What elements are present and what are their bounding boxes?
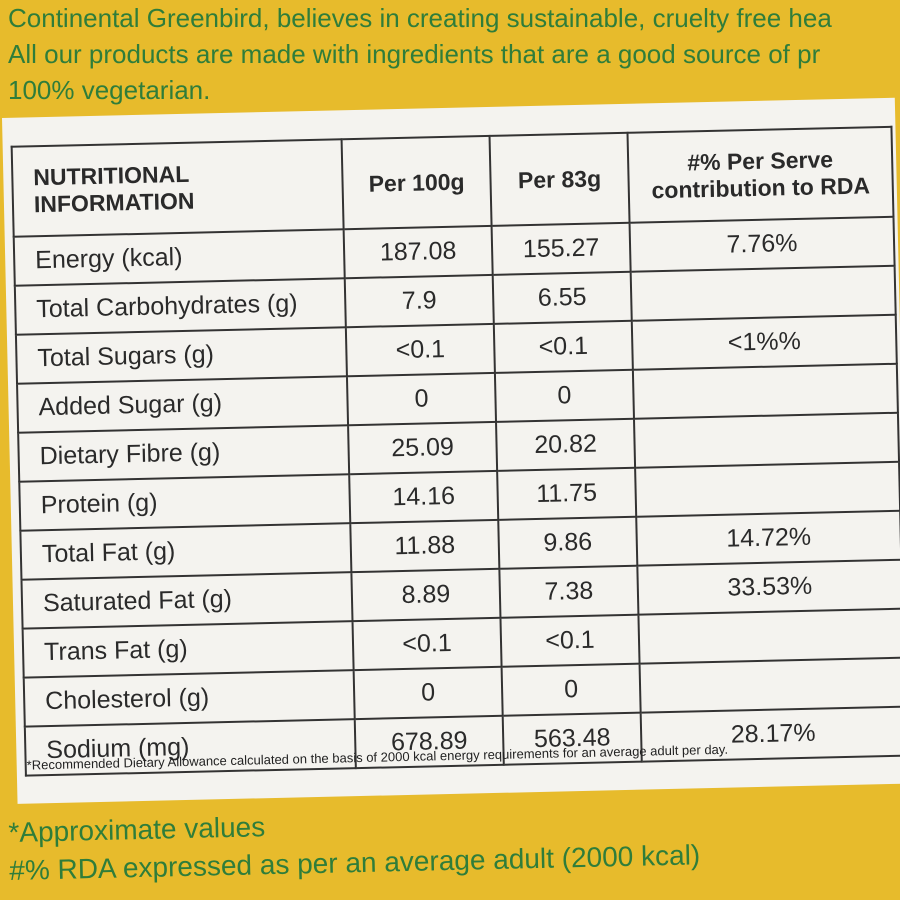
rda-value xyxy=(639,657,900,713)
per-83g-value: <0.1 xyxy=(493,320,633,373)
per-100g-value: 7.9 xyxy=(344,274,494,328)
per-100g-value: 8.89 xyxy=(351,568,501,622)
per-100g-value: 0 xyxy=(346,372,497,426)
nutrient-name: Protein (g) xyxy=(19,474,351,531)
header-rda-contribution: #% Per Serve contribution to RDA xyxy=(627,126,894,223)
intro-line-1: Continental Greenbird, believes in creat… xyxy=(8,3,832,33)
rda-value xyxy=(633,412,900,468)
nutrient-name: Added Sugar (g) xyxy=(17,376,349,433)
per-100g-value: 0 xyxy=(353,666,503,720)
header-per-100g: Per 100g xyxy=(341,135,492,230)
bottom-notes: *Approximate values #% RDA expressed as … xyxy=(8,798,701,890)
per-100g-value: 187.08 xyxy=(343,225,493,279)
rda-value xyxy=(632,363,898,419)
per-83g-value: 11.75 xyxy=(497,467,637,520)
nutrient-name: Cholesterol (g) xyxy=(23,670,355,727)
nutrient-name: Trans Fat (g) xyxy=(22,621,354,678)
nutrient-name: Dietary Fibre (g) xyxy=(18,425,350,482)
rda-value: 33.53% xyxy=(637,559,900,615)
rda-value: <1%% xyxy=(631,314,897,370)
per-100g-value: 25.09 xyxy=(348,421,498,475)
nutrition-table: NUTRITIONAL INFORMATION Per 100g Per 83g… xyxy=(11,126,900,777)
per-83g-value: 9.86 xyxy=(498,516,638,569)
per-83g-value: <0.1 xyxy=(500,614,640,667)
rda-value: 7.76% xyxy=(629,216,895,272)
rda-value: 14.72% xyxy=(636,510,900,566)
nutrient-name: Total Carbohydrates (g) xyxy=(14,278,346,335)
per-83g-value: 6.55 xyxy=(492,271,632,324)
rda-value xyxy=(630,265,896,321)
per-83g-value: 0 xyxy=(494,369,634,422)
per-83g-value: 0 xyxy=(501,663,641,716)
per-100g-value: 11.88 xyxy=(350,519,500,573)
per-83g-value: 20.82 xyxy=(496,418,636,471)
nutrient-name: Saturated Fat (g) xyxy=(21,572,353,629)
per-100g-value: <0.1 xyxy=(345,323,495,377)
nutrient-name: Total Fat (g) xyxy=(20,523,352,580)
header-nutritional-information: NUTRITIONAL INFORMATION xyxy=(11,139,344,237)
intro-line-2: All our products are made with ingredien… xyxy=(8,39,821,69)
per-83g-value: 7.38 xyxy=(499,565,639,618)
nutrition-panel: NUTRITIONAL INFORMATION Per 100g Per 83g… xyxy=(2,97,900,804)
rda-value xyxy=(638,608,900,664)
rda-value xyxy=(635,461,900,517)
nutrient-name: Energy (kcal) xyxy=(13,229,345,286)
per-83g-value: 155.27 xyxy=(491,222,631,275)
nutrient-name: Total Sugars (g) xyxy=(15,327,347,384)
nutrition-table-body: Energy (kcal) 187.08 155.27 7.76% Total Carb… xyxy=(13,216,900,776)
intro-line-3: 100% vegetarian. xyxy=(8,75,211,105)
header-per-83g: Per 83g xyxy=(489,132,630,226)
per-100g-value: <0.1 xyxy=(352,617,502,671)
intro-text: Continental Greenbird, believes in creat… xyxy=(8,0,900,108)
per-100g-value: 14.16 xyxy=(349,470,499,524)
